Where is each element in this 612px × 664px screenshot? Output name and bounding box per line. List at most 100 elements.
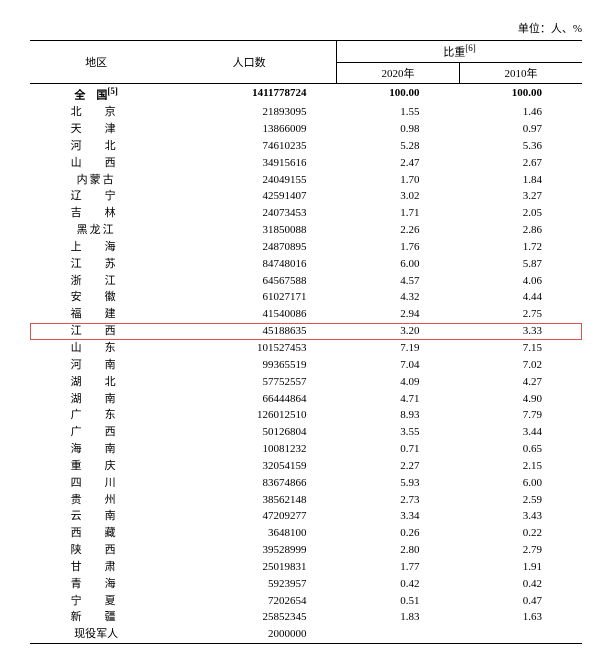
cell-population: 38562148 [162, 492, 336, 509]
cell-region: 云 南 [30, 508, 162, 525]
cell-2020: 3.34 [336, 508, 459, 525]
cell-2010: 4.06 [459, 273, 582, 290]
cell-region: 四 川 [30, 475, 162, 492]
header-year-2020: 2020年 [336, 62, 459, 83]
cell-region: 河 北 [30, 138, 162, 155]
cell-population: 24073453 [162, 205, 336, 222]
cell-2020: 2.73 [336, 492, 459, 509]
cell-population: 64567588 [162, 273, 336, 290]
cell-2020: 1.83 [336, 609, 459, 626]
table-row: 内蒙古240491551.701.84 [30, 172, 582, 189]
table-row: 北 京218930951.551.46 [30, 104, 582, 121]
cell-region: 青 海 [30, 576, 162, 593]
cell-2020 [336, 626, 459, 643]
cell-population: 83674866 [162, 475, 336, 492]
header-region: 地区 [30, 41, 162, 84]
cell-2020: 0.98 [336, 121, 459, 138]
cell-2020: 3.20 [336, 323, 459, 340]
cell-population: 41540086 [162, 306, 336, 323]
table-row: 新 疆258523451.831.63 [30, 609, 582, 626]
cell-2010 [459, 626, 582, 643]
cell-region: 甘 肃 [30, 559, 162, 576]
cell-2010: 3.44 [459, 424, 582, 441]
cell-2010: 100.00 [459, 83, 582, 104]
cell-region: 新 疆 [30, 609, 162, 626]
table-row: 江 西451886353.203.33 [30, 323, 582, 340]
unit-label: 单位：人、% [30, 20, 582, 36]
cell-population: 21893095 [162, 104, 336, 121]
cell-region: 广 西 [30, 424, 162, 441]
table-row: 现役军人2000000 [30, 626, 582, 643]
cell-region: 上 海 [30, 239, 162, 256]
cell-2010: 1.91 [459, 559, 582, 576]
cell-population: 47209277 [162, 508, 336, 525]
cell-population: 39528999 [162, 542, 336, 559]
cell-2010: 2.75 [459, 306, 582, 323]
cell-2020: 8.93 [336, 407, 459, 424]
cell-2020: 4.57 [336, 273, 459, 290]
cell-region: 安 徽 [30, 289, 162, 306]
cell-2020: 5.93 [336, 475, 459, 492]
cell-population: 10081232 [162, 441, 336, 458]
cell-2010: 2.15 [459, 458, 582, 475]
cell-population: 24049155 [162, 172, 336, 189]
cell-2010: 0.97 [459, 121, 582, 138]
cell-2010: 1.72 [459, 239, 582, 256]
cell-2020: 3.55 [336, 424, 459, 441]
cell-region: 海 南 [30, 441, 162, 458]
table-row: 陕 西395289992.802.79 [30, 542, 582, 559]
cell-2020: 2.94 [336, 306, 459, 323]
cell-region: 贵 州 [30, 492, 162, 509]
table-row: 重 庆320541592.272.15 [30, 458, 582, 475]
cell-2020: 5.28 [336, 138, 459, 155]
cell-population: 25852345 [162, 609, 336, 626]
cell-2020: 0.51 [336, 593, 459, 610]
cell-2010: 0.65 [459, 441, 582, 458]
cell-2010: 3.27 [459, 188, 582, 205]
table-row: 浙 江645675884.574.06 [30, 273, 582, 290]
cell-2010: 7.79 [459, 407, 582, 424]
cell-2010: 6.00 [459, 475, 582, 492]
cell-2010: 0.42 [459, 576, 582, 593]
cell-population: 45188635 [162, 323, 336, 340]
cell-region: 全 国[5] [30, 83, 162, 104]
table-row: 江 苏847480166.005.87 [30, 256, 582, 273]
cell-2010: 5.87 [459, 256, 582, 273]
cell-2020: 7.04 [336, 357, 459, 374]
table-row: 吉 林240734531.712.05 [30, 205, 582, 222]
cell-2020: 3.02 [336, 188, 459, 205]
cell-population: 1411778724 [162, 83, 336, 104]
table-row: 河 南993655197.047.02 [30, 357, 582, 374]
cell-region: 内蒙古 [30, 172, 162, 189]
cell-2020: 0.26 [336, 525, 459, 542]
table-row: 天 津138660090.980.97 [30, 121, 582, 138]
cell-2020: 0.42 [336, 576, 459, 593]
cell-2020: 4.71 [336, 391, 459, 408]
cell-2020: 2.47 [336, 155, 459, 172]
cell-population: 34915616 [162, 155, 336, 172]
table-row: 广 西501268043.553.44 [30, 424, 582, 441]
cell-2010: 1.84 [459, 172, 582, 189]
cell-region: 广 东 [30, 407, 162, 424]
cell-2010: 0.47 [459, 593, 582, 610]
cell-region: 重 庆 [30, 458, 162, 475]
cell-region: 北 京 [30, 104, 162, 121]
cell-2020: 1.71 [336, 205, 459, 222]
cell-2020: 4.32 [336, 289, 459, 306]
cell-region: 宁 夏 [30, 593, 162, 610]
header-ratio-sup: [6] [465, 43, 476, 53]
cell-region: 江 西 [30, 323, 162, 340]
cell-region: 辽 宁 [30, 188, 162, 205]
cell-2020: 1.76 [336, 239, 459, 256]
cell-region: 西 藏 [30, 525, 162, 542]
cell-population: 25019831 [162, 559, 336, 576]
cell-2010: 2.86 [459, 222, 582, 239]
cell-region: 山 东 [30, 340, 162, 357]
cell-2010: 1.46 [459, 104, 582, 121]
cell-region: 湖 北 [30, 374, 162, 391]
table-row: 青 海59239570.420.42 [30, 576, 582, 593]
table-row: 福 建415400862.942.75 [30, 306, 582, 323]
cell-2010: 4.44 [459, 289, 582, 306]
cell-region: 江 苏 [30, 256, 162, 273]
cell-region: 现役军人 [30, 626, 162, 643]
